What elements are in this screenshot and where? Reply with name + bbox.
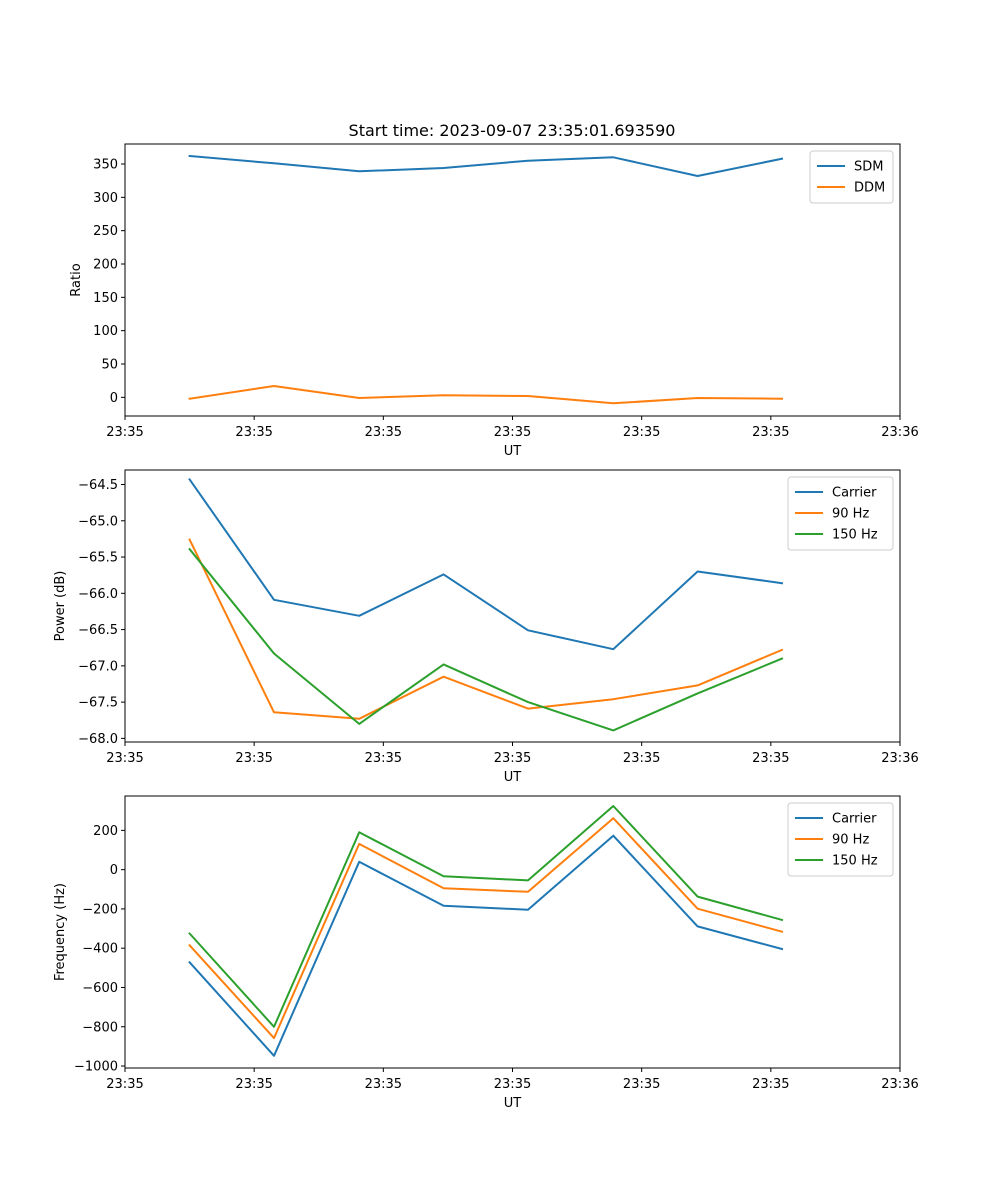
legend-label-carrier: Carrier <box>832 812 877 827</box>
y-axis-label: Power (dB) <box>53 571 68 642</box>
x-tick-label: 23:35 <box>365 1077 402 1092</box>
legend-label-150-hz: 150 Hz <box>832 528 878 543</box>
y-tick-label: −68.0 <box>78 732 118 747</box>
x-tick-label: 23:35 <box>494 1077 531 1092</box>
y-tick-label: 0 <box>110 391 118 406</box>
y-tick-label: 100 <box>93 324 118 339</box>
y-tick-label: 250 <box>93 224 118 239</box>
legend: Carrier 90 Hz 150 Hz <box>787 476 894 551</box>
figure-title: Start time: 2023-09-07 23:35:01.693590 <box>349 121 676 140</box>
y-tick-label: −65.5 <box>78 551 118 566</box>
x-axis-label: UT <box>504 1096 522 1111</box>
plots: 23:35 23:35 23:35 23:35 23:35 23:35 23:36 0 50 10… <box>53 143 919 1111</box>
chart-3: 23:35 23:35 23:35 23:35 23:35 23:35 23:36 −1000… <box>53 795 919 1111</box>
x-tick-label: 23:35 <box>752 1077 789 1092</box>
legend-label-sdm: SDM <box>854 160 883 175</box>
y-axis-label: Ratio <box>69 263 84 296</box>
series-line-150-hz <box>188 547 784 732</box>
x-tick-label: 23:35 <box>106 425 143 440</box>
y-tick-label: −65.0 <box>78 514 118 529</box>
y-tick-label: −67.0 <box>78 659 118 674</box>
x-tick-label: 23:35 <box>235 1077 272 1092</box>
x-tick-label: 23:35 <box>235 751 272 766</box>
y-tick-label: −1000 <box>74 1060 118 1075</box>
legend-box <box>809 150 894 204</box>
y-tick-label: 150 <box>93 291 118 306</box>
series-line-150-hz <box>188 805 784 1028</box>
y-axis-label: Frequency (Hz) <box>53 883 68 981</box>
x-tick-label: 23:35 <box>494 751 531 766</box>
x-axis-label: UT <box>504 444 522 459</box>
series-line-carrier <box>188 834 784 1057</box>
y-tick-label: −800 <box>82 1020 118 1035</box>
x-axis-label: UT <box>504 770 522 785</box>
y-tick-label: 350 <box>93 158 118 173</box>
y-tick-label: 200 <box>93 258 118 273</box>
y-tick-label: 0 <box>110 863 118 878</box>
legend: Carrier 90 Hz 150 Hz <box>787 802 894 877</box>
legend-label-90-hz: 90 Hz <box>832 507 869 522</box>
y-tick-label: 200 <box>93 824 118 839</box>
x-tick-label: 23:35 <box>623 1077 660 1092</box>
x-tick-label: 23:35 <box>623 751 660 766</box>
legend-label-ddm: DDM <box>854 181 885 196</box>
x-tick-label: 23:35 <box>623 425 660 440</box>
x-tick-label: 23:36 <box>881 751 918 766</box>
chart-1: 23:35 23:35 23:35 23:35 23:35 23:35 23:36 0 50 10… <box>69 143 919 459</box>
x-tick-label: 23:35 <box>235 425 272 440</box>
series-line-90-hz <box>188 538 784 720</box>
legend-box <box>787 476 894 551</box>
series-line-ddm <box>188 385 784 405</box>
y-tick-label: −600 <box>82 981 118 996</box>
x-tick-label: 23:35 <box>752 751 789 766</box>
legend: SDM DDM <box>809 150 894 204</box>
legend-label-90-hz: 90 Hz <box>832 833 869 848</box>
x-tick-label: 23:36 <box>881 425 918 440</box>
chart-2: 23:35 23:35 23:35 23:35 23:35 23:35 23:36 −68.0… <box>53 469 919 785</box>
x-tick-label: 23:35 <box>106 1077 143 1092</box>
y-tick-label: 50 <box>101 358 118 373</box>
y-tick-label: 300 <box>93 191 118 206</box>
x-tick-label: 23:35 <box>365 751 402 766</box>
y-tick-label: −66.5 <box>78 623 118 638</box>
legend-box <box>787 802 894 877</box>
x-tick-label: 23:36 <box>881 1077 918 1092</box>
x-tick-label: 23:35 <box>365 425 402 440</box>
series-line-carrier <box>188 478 784 651</box>
series-line-90-hz <box>188 817 784 1040</box>
y-tick-label: −400 <box>82 942 118 957</box>
x-tick-label: 23:35 <box>752 425 789 440</box>
y-tick-label: −66.0 <box>78 587 118 602</box>
legend-label-150-hz: 150 Hz <box>832 854 878 869</box>
y-tick-label: −64.5 <box>78 478 118 493</box>
y-tick-label: −200 <box>82 902 118 917</box>
legend-label-carrier: Carrier <box>832 486 877 501</box>
y-tick-label: −67.5 <box>78 696 118 711</box>
series-line-sdm <box>188 154 784 177</box>
x-tick-label: 23:35 <box>106 751 143 766</box>
x-tick-label: 23:35 <box>494 425 531 440</box>
